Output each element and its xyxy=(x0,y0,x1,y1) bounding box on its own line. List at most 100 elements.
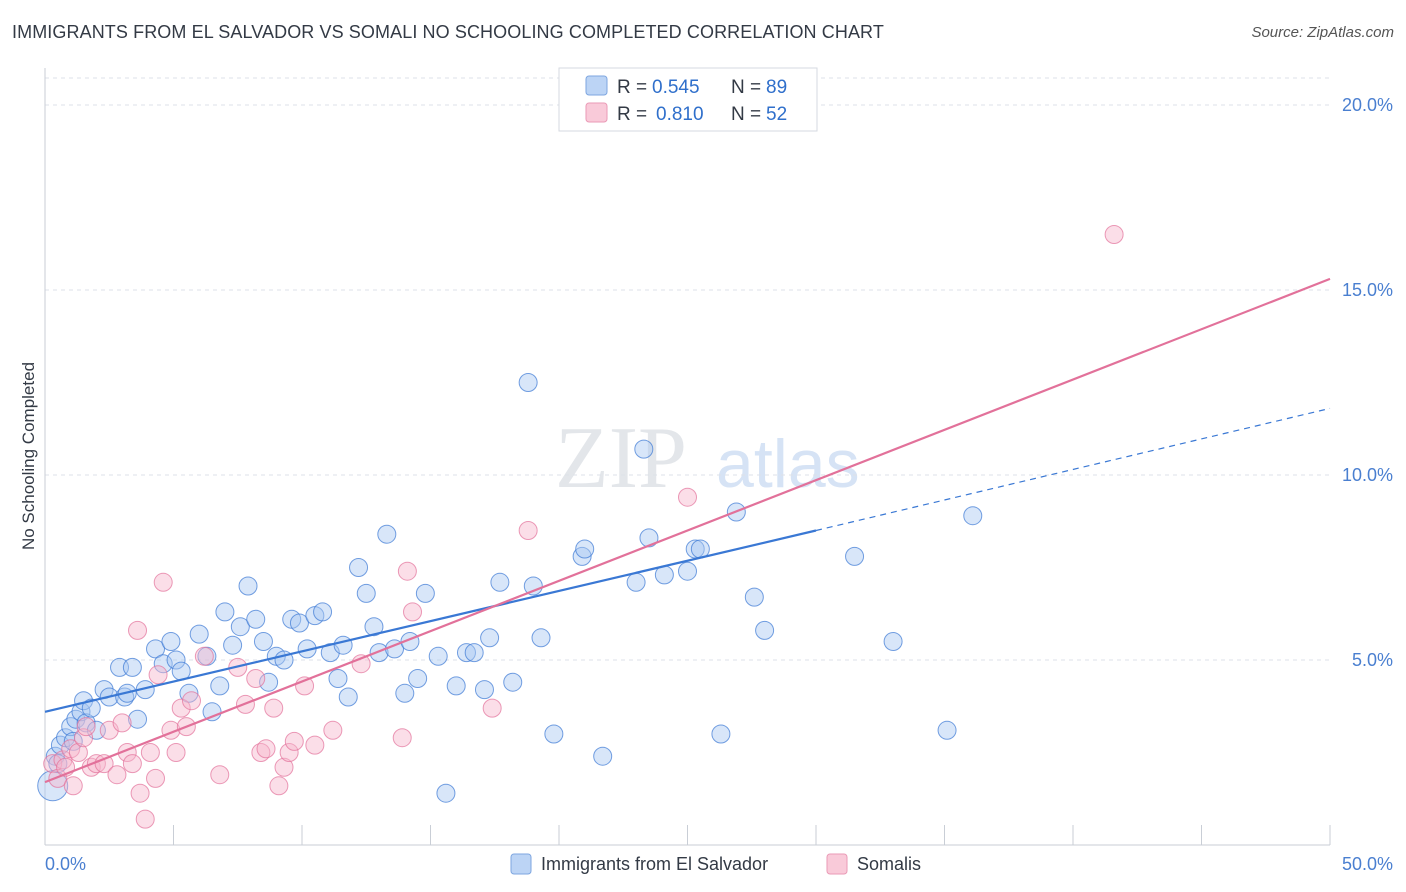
data-point xyxy=(678,561,697,581)
data-point xyxy=(755,620,775,640)
data-point xyxy=(215,602,235,622)
x-tick-label-min: 0.0% xyxy=(45,854,86,874)
data-point xyxy=(845,546,865,566)
data-point xyxy=(210,765,230,785)
legend: R = 0.545 N = 89 R = 0.810 N = 52 xyxy=(558,67,818,132)
data-point xyxy=(349,558,369,577)
data-point xyxy=(128,620,148,640)
data-point xyxy=(328,669,348,688)
data-point xyxy=(446,676,466,696)
y-tick-label: 15.0% xyxy=(1342,280,1393,300)
data-point xyxy=(503,672,523,692)
legend-n-value-2: 52 xyxy=(766,104,787,125)
data-point xyxy=(531,628,551,648)
data-point xyxy=(356,583,376,603)
watermark: ZIP atlas xyxy=(555,410,860,507)
data-point xyxy=(544,724,564,744)
data-point xyxy=(456,643,476,663)
data-point xyxy=(395,683,415,703)
data-point xyxy=(53,750,73,770)
data-point xyxy=(482,698,502,718)
data-point xyxy=(153,572,173,592)
data-point xyxy=(130,783,150,803)
data-point xyxy=(202,702,222,722)
data-point xyxy=(436,783,456,803)
data-point xyxy=(639,528,659,548)
data-point xyxy=(744,587,764,607)
data-point xyxy=(43,754,63,774)
data-point xyxy=(364,617,384,637)
data-point xyxy=(626,572,646,592)
legend-n-value-1: 89 xyxy=(766,77,787,98)
data-point xyxy=(313,602,333,622)
data-point xyxy=(523,576,543,596)
data-point xyxy=(279,743,299,762)
data-point xyxy=(397,561,417,581)
bottom-legend-label-blue: Immigrants from El Salvador xyxy=(541,854,768,874)
data-point xyxy=(153,654,173,674)
data-point xyxy=(518,373,538,392)
data-point xyxy=(179,683,199,703)
data-point xyxy=(408,669,428,688)
data-point xyxy=(76,717,96,737)
trend-line-extension xyxy=(815,407,1331,532)
data-point xyxy=(256,739,276,759)
data-point xyxy=(189,624,209,644)
data-point xyxy=(122,657,142,677)
legend-n-label-1: N = xyxy=(731,77,761,98)
y-tick-label: 10.0% xyxy=(1342,465,1393,485)
data-point xyxy=(338,687,358,707)
data-point xyxy=(490,572,510,592)
y-axis-title: No Schooling Completed xyxy=(19,362,38,550)
x-tick-label-max: 50.0% xyxy=(1342,854,1393,874)
data-point xyxy=(403,602,423,622)
data-point xyxy=(146,639,166,659)
legend-swatch-blue xyxy=(585,75,608,96)
data-point xyxy=(593,746,613,766)
data-point xyxy=(251,743,271,762)
bottom-legend: Immigrants from El Salvador Somalis xyxy=(510,853,921,875)
data-point xyxy=(1104,225,1124,244)
data-point xyxy=(238,576,258,596)
data-point xyxy=(428,646,448,666)
series-somalis xyxy=(43,225,1124,829)
watermark-atlas: atlas xyxy=(716,426,860,502)
data-point xyxy=(323,720,343,740)
data-point xyxy=(166,743,186,762)
data-point xyxy=(68,743,88,762)
data-point xyxy=(181,691,201,711)
data-point xyxy=(480,628,500,648)
data-point xyxy=(140,743,160,762)
data-point xyxy=(333,635,353,655)
trend-line xyxy=(44,529,817,713)
data-point xyxy=(464,643,484,663)
legend-r-value-2: 0.810 xyxy=(656,104,704,125)
data-point xyxy=(122,754,142,774)
data-point xyxy=(377,524,397,544)
data-point xyxy=(171,698,191,718)
data-point xyxy=(937,720,957,740)
data-point xyxy=(128,709,148,729)
bottom-legend-label-pink: Somalis xyxy=(857,854,921,874)
data-point xyxy=(223,635,243,655)
data-point xyxy=(230,617,250,637)
data-point xyxy=(81,698,101,718)
data-point xyxy=(369,643,389,663)
data-point xyxy=(210,676,230,696)
data-point xyxy=(63,731,83,751)
data-point xyxy=(284,731,304,751)
data-point xyxy=(166,650,186,670)
data-point xyxy=(246,609,266,629)
legend-n-label-2: N = xyxy=(731,104,761,125)
data-point xyxy=(135,809,155,829)
data-point xyxy=(161,632,181,651)
data-point xyxy=(107,765,127,785)
data-point xyxy=(253,632,273,651)
source-label: Source: ZipAtlas.com xyxy=(1251,24,1394,41)
data-point xyxy=(392,728,412,748)
x-ticks xyxy=(44,825,1331,845)
data-point xyxy=(711,724,731,744)
data-point xyxy=(474,680,494,700)
trend-line xyxy=(44,277,1331,784)
